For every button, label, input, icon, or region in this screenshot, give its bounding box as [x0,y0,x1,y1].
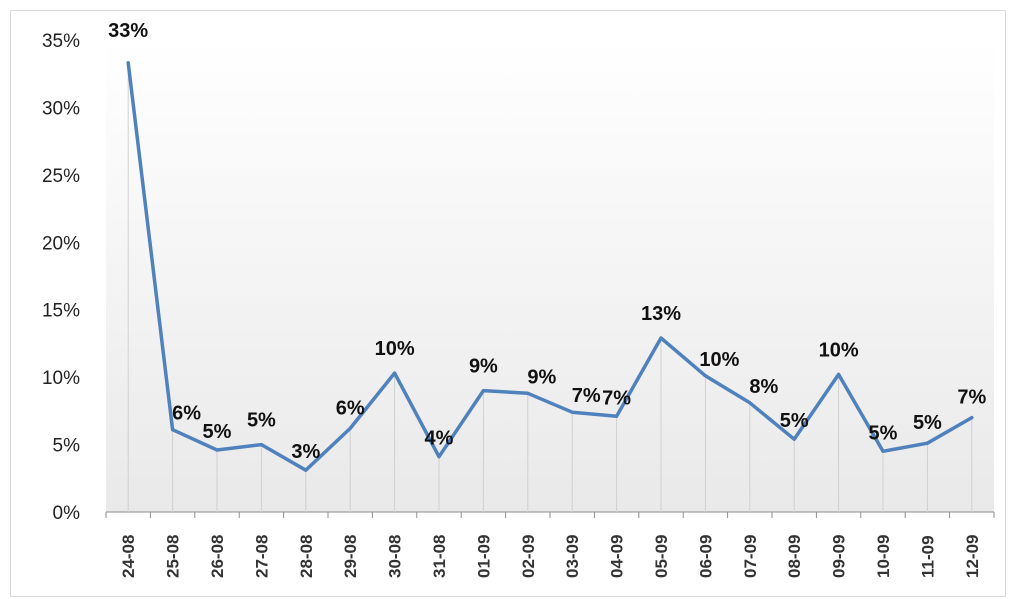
data-point [659,336,663,340]
data-label: 7% [602,387,631,409]
data-point [970,416,974,420]
data-point [837,372,841,376]
data-point [703,374,707,378]
x-tick-label: 02-09 [519,535,538,578]
x-tick-label: 04-09 [608,535,627,578]
x-tick-label: 06-09 [696,535,715,578]
data-label: 5% [913,412,942,434]
y-tick-label: 0% [53,503,81,524]
series-line [126,61,974,472]
data-point [526,391,530,395]
x-tick-label: 11-09 [918,535,937,578]
data-point [615,414,619,418]
series-line-group [126,61,974,472]
data-point [748,401,752,405]
x-tick-label: 03-09 [563,535,582,578]
data-label: 13% [641,303,681,325]
data-point [393,371,397,375]
x-tick-label: 12-09 [963,535,982,578]
x-tick-label: 30-08 [386,535,405,578]
y-tick-label: 25% [42,166,80,187]
data-label: 7% [572,385,601,407]
data-point [348,426,352,430]
y-tick-label: 35% [42,31,80,52]
data-label: 3% [291,441,320,463]
data-label: 10% [375,338,415,360]
plot-background [106,40,994,512]
data-point [304,468,308,472]
y-tick-label: 5% [53,436,81,457]
data-label: 33% [108,20,148,42]
y-tick-label: 10% [42,368,80,389]
data-label: 10% [819,339,859,361]
x-tick-label: 29-08 [341,535,360,578]
data-point [437,455,441,459]
x-tick-label: 07-09 [741,535,760,578]
x-tick-label: 27-08 [252,535,271,578]
y-tick-label: 30% [42,98,80,119]
data-label: 5% [869,422,898,444]
data-label: 9% [527,366,556,388]
x-tick-label: 28-08 [297,535,316,578]
data-point [481,389,485,393]
data-label: 5% [247,410,276,432]
data-label: 4% [425,428,454,450]
data-label: 6% [336,397,365,419]
data-label: 9% [469,356,498,378]
data-label: 7% [957,387,986,409]
x-tick-label: 09-09 [830,535,849,578]
x-tick-label: 01-09 [474,535,493,578]
data-point [215,448,219,452]
data-label: 10% [699,349,739,371]
y-tick-label: 15% [42,301,80,322]
data-label: 5% [203,421,232,443]
x-tick-label: 05-09 [652,535,671,578]
x-tick-label: 25-08 [164,535,183,578]
data-point [792,437,796,441]
data-label: 8% [749,376,778,398]
x-tick-label: 24-08 [119,535,138,578]
x-tick-label: 26-08 [208,535,227,578]
data-point [925,441,929,445]
data-point [881,449,885,453]
data-label: 5% [780,410,809,432]
x-tick-label: 31-08 [430,535,449,578]
x-axis: 24-08 25-08 26-08 27-08 28-08 29-08 30-08 31-08… [105,511,995,578]
y-tick-label: 20% [42,233,80,254]
y-axis: 0% 5% 10% 15% 20% 25% 30% 35% [42,31,80,524]
data-label: 6% [172,403,201,425]
data-point [126,61,130,65]
data-point [259,443,263,447]
x-tick-label: 08-09 [785,535,804,578]
data-labels: 33%6%5%5%3%6%10%4%9% 9%7% 7%13%10%8%5%10%5… [108,20,986,463]
data-point [171,428,175,432]
data-point [570,410,574,414]
drop-lines [127,62,973,512]
x-tick-label: 10-09 [874,535,893,578]
